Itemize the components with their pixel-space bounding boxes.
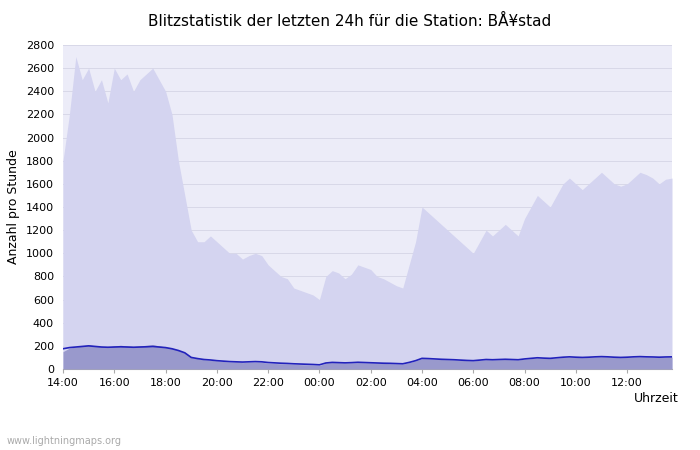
Text: Blitzstatistik der letzten 24h für die Station: BÅ¥stad: Blitzstatistik der letzten 24h für die S…	[148, 14, 552, 28]
Y-axis label: Anzahl pro Stunde: Anzahl pro Stunde	[7, 149, 20, 265]
Text: Uhrzeit: Uhrzeit	[634, 392, 679, 405]
Text: www.lightningmaps.org: www.lightningmaps.org	[7, 436, 122, 446]
